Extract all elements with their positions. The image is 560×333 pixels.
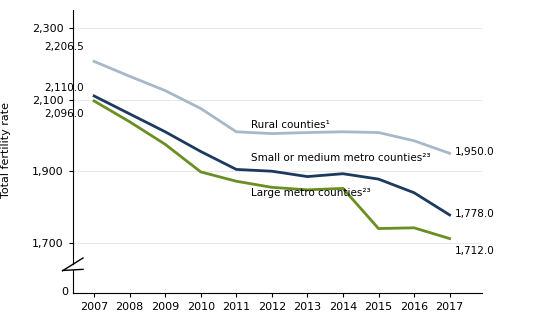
Text: 2,096.0: 2,096.0 (44, 109, 84, 119)
Text: 1,950.0: 1,950.0 (455, 147, 495, 157)
Text: Small or medium metro counties²³: Small or medium metro counties²³ (250, 153, 430, 163)
Text: Rural counties¹: Rural counties¹ (250, 120, 329, 130)
Text: Total fertility rate: Total fertility rate (1, 102, 11, 198)
Text: 2,206.5: 2,206.5 (44, 42, 84, 52)
Text: Large metro counties²³: Large metro counties²³ (250, 188, 370, 198)
Text: 1,778.0: 1,778.0 (455, 208, 495, 218)
Text: 1,712.0: 1,712.0 (455, 246, 495, 256)
Text: 2,110.0: 2,110.0 (44, 83, 84, 93)
